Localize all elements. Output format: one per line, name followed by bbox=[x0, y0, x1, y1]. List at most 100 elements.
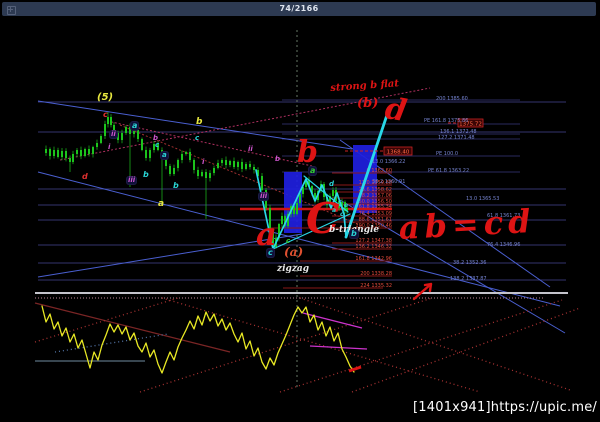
candle-body bbox=[72, 154, 74, 162]
price-level-label: 136.1 1372.48 bbox=[440, 129, 477, 135]
candle-body bbox=[346, 208, 348, 211]
candle-body bbox=[185, 152, 187, 154]
candle-body bbox=[269, 208, 271, 230]
candle-body bbox=[237, 162, 239, 167]
candle-body bbox=[344, 202, 346, 211]
candle-body bbox=[84, 149, 86, 156]
candle-body bbox=[278, 224, 280, 238]
candle-body bbox=[96, 143, 98, 147]
candle-body bbox=[272, 230, 274, 247]
price-level-label: 38.2 1357.06 bbox=[359, 193, 392, 199]
candle-body bbox=[157, 144, 159, 150]
candle-body bbox=[197, 170, 199, 176]
projection-line bbox=[344, 110, 390, 239]
candle-body bbox=[113, 125, 115, 133]
pitchfork-line bbox=[161, 297, 481, 393]
pitchfork-line bbox=[302, 312, 363, 329]
candle-body bbox=[65, 151, 67, 158]
candle-body bbox=[165, 158, 167, 166]
price-level-label: PE 61.8 1363.22 bbox=[428, 168, 469, 174]
channel-line bbox=[37, 100, 353, 150]
dotted-trendline bbox=[59, 87, 431, 161]
price-level-label: 0 1362.60 bbox=[367, 168, 392, 174]
callout-price: 1375.72 bbox=[459, 122, 482, 128]
pitchfork-line bbox=[34, 297, 179, 343]
candle-body bbox=[217, 163, 219, 168]
candle-body bbox=[161, 150, 163, 158]
candle-body bbox=[92, 147, 94, 154]
candle-body bbox=[281, 216, 283, 224]
price-level-label: 76.4 1346.96 bbox=[487, 242, 520, 248]
candle-body bbox=[169, 166, 171, 174]
candle-body bbox=[261, 176, 263, 190]
candle-body bbox=[107, 117, 109, 124]
candle-body bbox=[69, 158, 71, 162]
candle-body bbox=[225, 160, 227, 165]
candle-body bbox=[302, 187, 304, 194]
price-level-label: 224 1335.32 bbox=[360, 283, 392, 289]
candle-body bbox=[181, 154, 183, 160]
price-level-label: PE 100.0 bbox=[436, 151, 458, 157]
price-level-label: 23.6 1358.62 bbox=[359, 187, 392, 193]
candle-body bbox=[189, 152, 191, 160]
candle-body bbox=[88, 149, 90, 154]
candle-body bbox=[125, 127, 127, 133]
candle-body bbox=[80, 150, 82, 156]
candle-body bbox=[253, 167, 255, 170]
dotted-trendline bbox=[119, 124, 363, 227]
price-level-label: 138.2 1337.87 bbox=[450, 276, 487, 282]
pitchfork-line bbox=[279, 299, 563, 393]
candle-body bbox=[341, 202, 343, 208]
candle-body bbox=[311, 186, 313, 193]
price-level-label: 100.0 1350.46 bbox=[355, 223, 392, 229]
candle-body bbox=[49, 149, 51, 156]
candle-body bbox=[221, 160, 223, 163]
candle-body bbox=[209, 173, 211, 178]
pitchfork-line bbox=[351, 307, 581, 393]
candle-body bbox=[100, 136, 102, 143]
candle-body bbox=[233, 161, 235, 167]
candle-body bbox=[137, 130, 139, 139]
price-level-label: 76.4 1353.09 bbox=[359, 211, 392, 217]
price-level-label: 161.8 1342.96 bbox=[355, 256, 392, 262]
candle-body bbox=[201, 172, 203, 176]
price-level-label: 61.8 1355.34 bbox=[359, 204, 392, 210]
candle-body bbox=[76, 150, 78, 154]
dotted-trendline bbox=[106, 120, 313, 167]
candle-body bbox=[265, 190, 267, 208]
candle-body bbox=[284, 216, 286, 226]
price-level-label: 13.0 1366.22 bbox=[372, 159, 405, 165]
candle-body bbox=[332, 190, 334, 196]
price-level-label: 13.0 1365.53 bbox=[466, 196, 499, 202]
window-icon bbox=[7, 6, 16, 15]
triangle-bottom-line bbox=[272, 213, 351, 250]
oscillator-line bbox=[41, 305, 355, 374]
candle-body bbox=[129, 127, 131, 134]
candle-body bbox=[117, 133, 119, 140]
candle-body bbox=[293, 206, 295, 214]
price-level-label: 13.0 1359.88 bbox=[359, 180, 392, 186]
candle-body bbox=[305, 180, 307, 187]
candle-body bbox=[299, 194, 301, 203]
candle-body bbox=[249, 164, 251, 167]
red-arrow-shaft bbox=[412, 282, 433, 301]
channel-line bbox=[37, 233, 303, 278]
pitchfork-line bbox=[309, 345, 368, 350]
channel-line bbox=[37, 171, 561, 307]
price-level-label: 38.2 1352.36 bbox=[453, 260, 486, 266]
price-callout-box bbox=[457, 118, 484, 128]
candle-body bbox=[45, 149, 47, 153]
candle-body bbox=[121, 133, 123, 140]
price-level-label: 50.0 1356.50 bbox=[359, 199, 392, 205]
zigzag-tail bbox=[343, 213, 347, 238]
candle-body bbox=[257, 170, 259, 176]
pitchfork-line bbox=[34, 302, 231, 353]
price-level-label: 200 1385.60 bbox=[436, 96, 468, 102]
oscillator-end-tick bbox=[348, 365, 362, 373]
candle-body bbox=[133, 130, 135, 134]
price-level-label: 136.2 1346.32 bbox=[355, 244, 392, 250]
price-level-label: 127.2 1371.48 bbox=[438, 135, 475, 141]
candle-body bbox=[205, 172, 207, 178]
